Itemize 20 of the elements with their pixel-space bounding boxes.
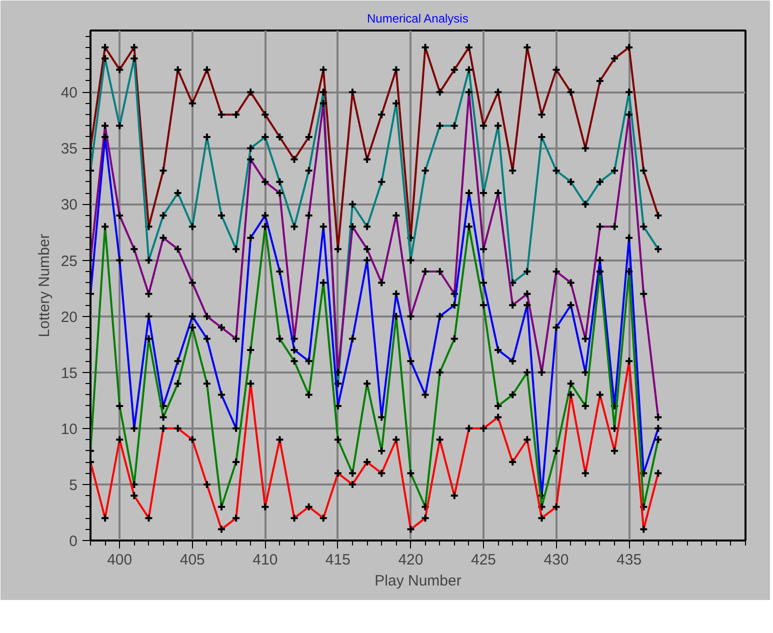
x-tick-label: 405: [180, 552, 205, 568]
y-axis-title: Lottery Number: [36, 234, 53, 338]
y-tick-label: 30: [60, 196, 78, 214]
x-tick-label: 435: [616, 552, 642, 568]
x-tick-label: 420: [398, 552, 424, 568]
y-tick-label: 25: [60, 252, 78, 270]
y-tick-label: 10: [60, 420, 78, 438]
y-tick-label: 15: [60, 364, 78, 382]
chart-title: Numerical Analysis: [366, 12, 468, 26]
y-tick-label: 35: [60, 140, 78, 158]
x-tick-label: 410: [252, 552, 278, 568]
y-tick-label: 40: [60, 84, 78, 102]
x-tick-label: 430: [544, 552, 569, 568]
y-tick-label: 20: [60, 308, 78, 326]
x-axis-title: Play Number: [374, 572, 462, 590]
y-tick-label: 0: [69, 533, 78, 550]
x-tick-label: 425: [470, 552, 496, 568]
y-tick-label: 5: [69, 476, 78, 494]
x-tick-label: 400: [107, 552, 132, 568]
x-tick-label: 415: [325, 552, 350, 568]
